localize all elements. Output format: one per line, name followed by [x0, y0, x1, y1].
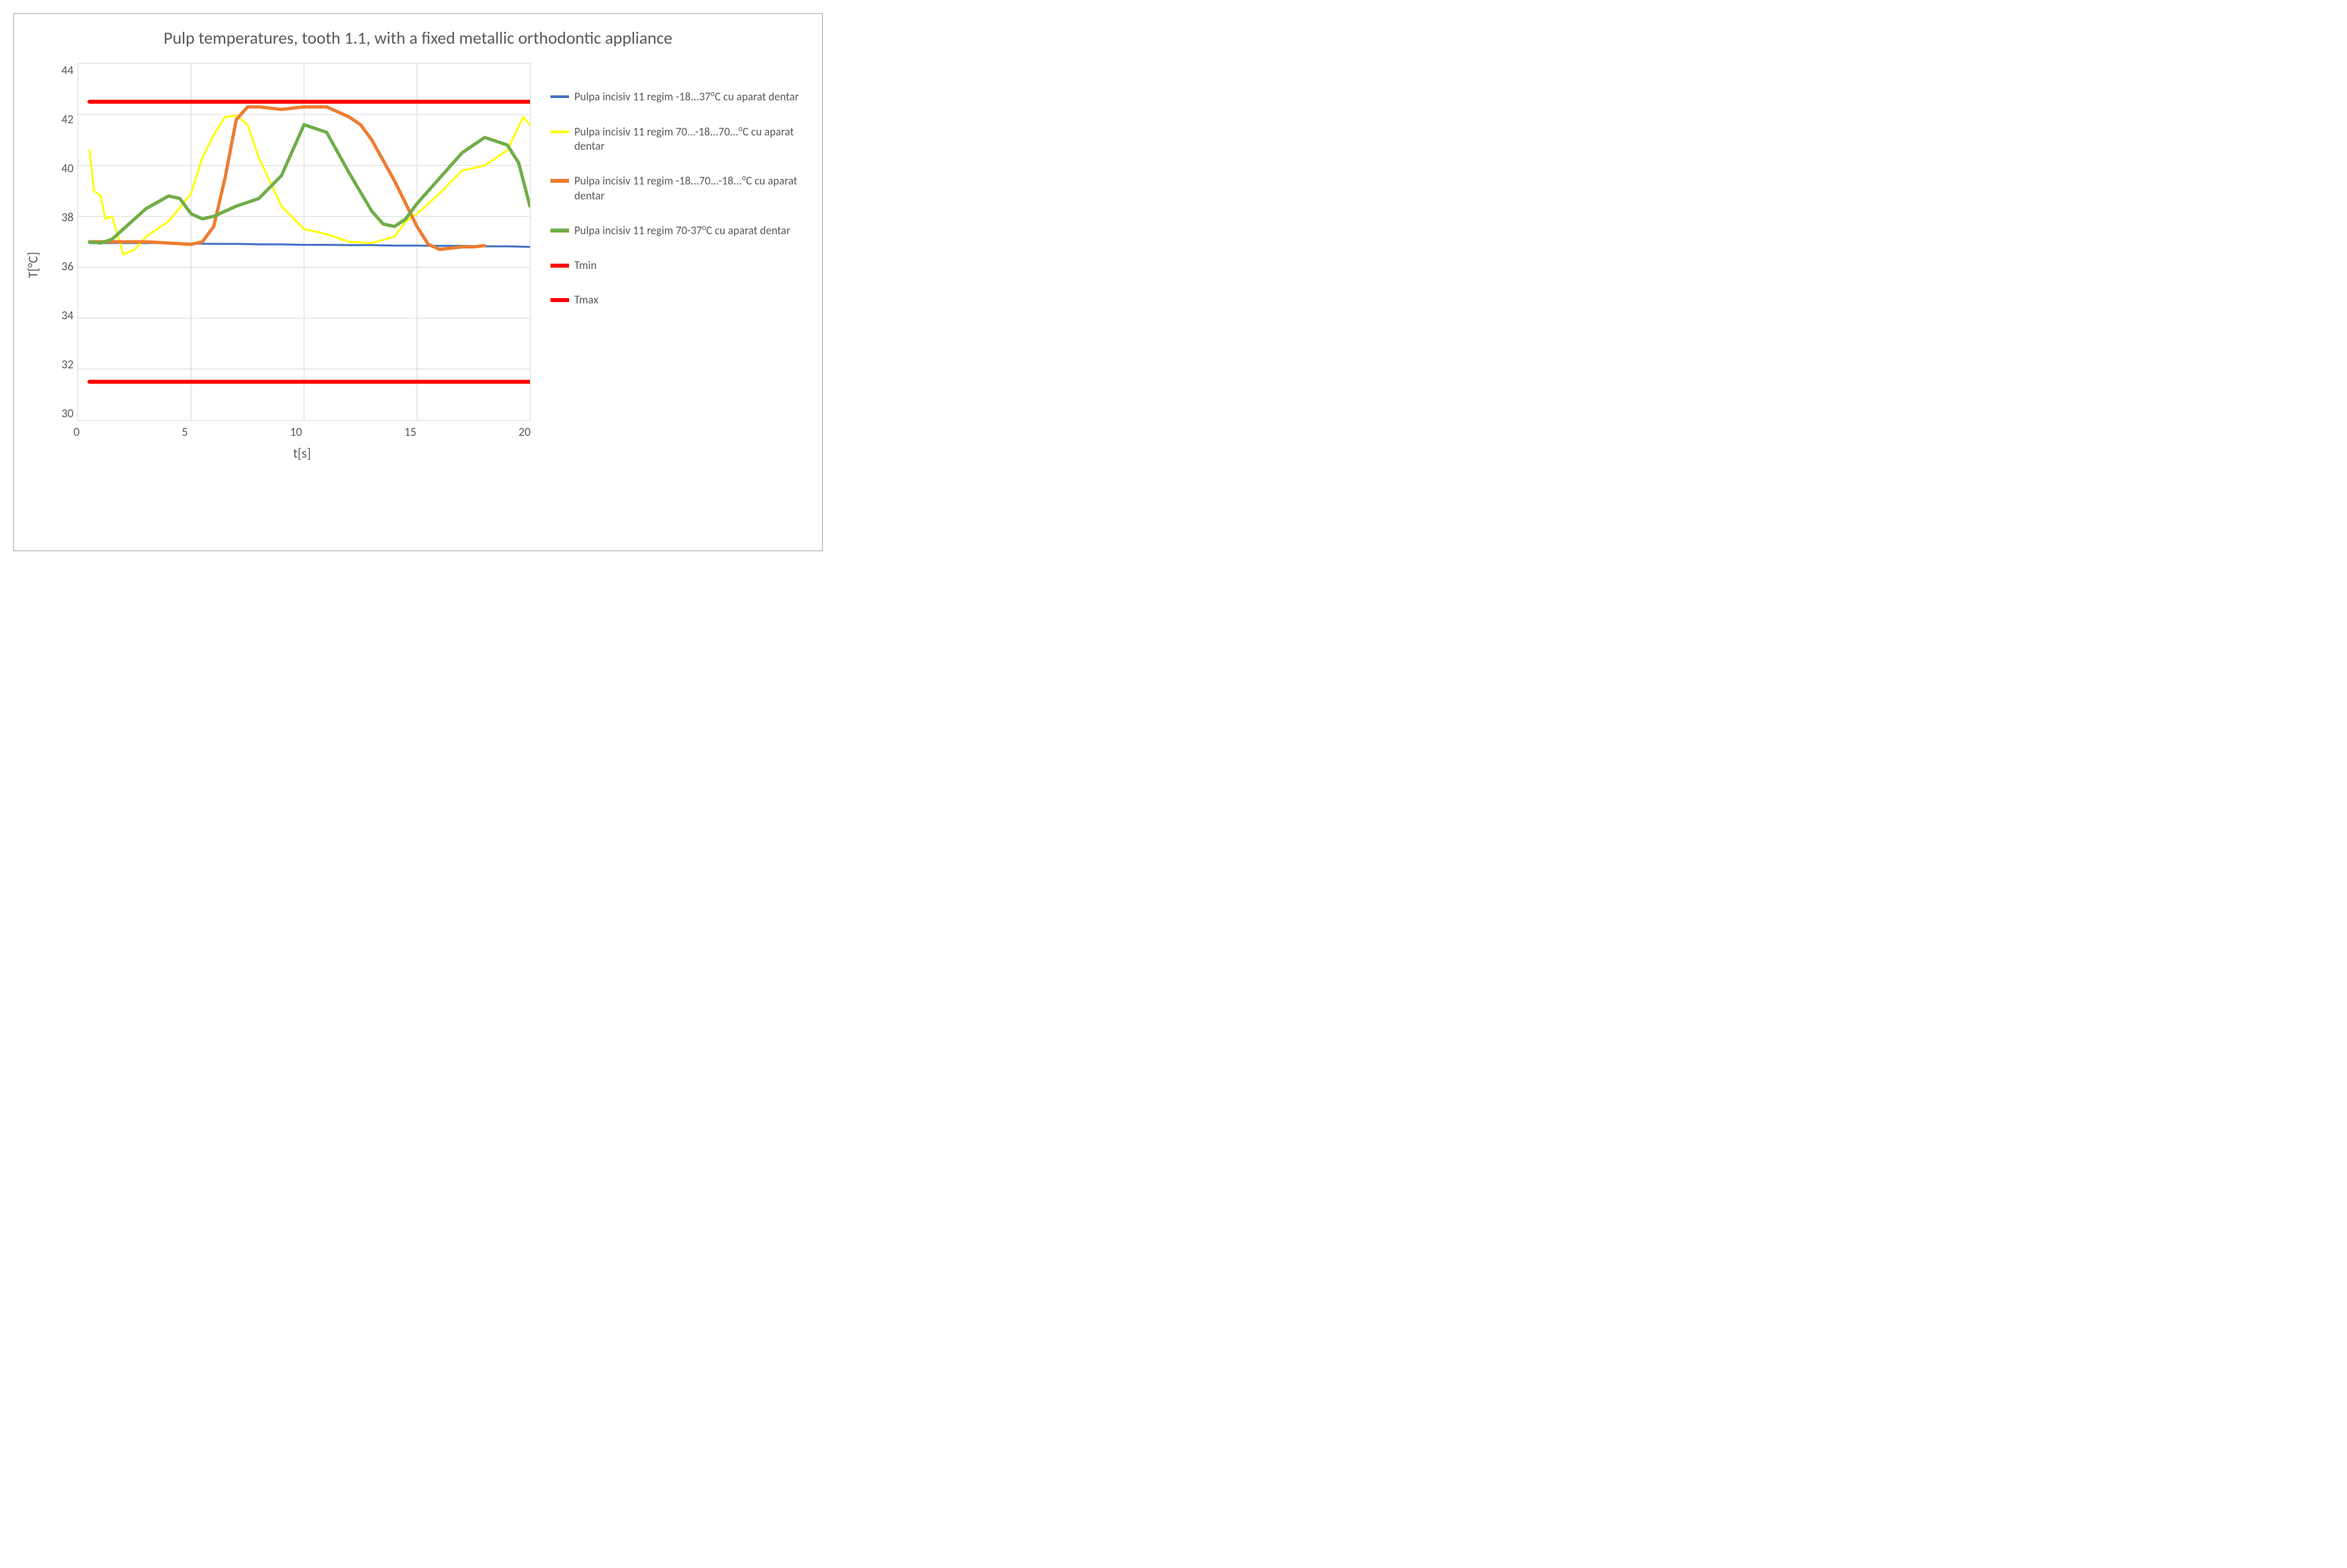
legend-item: Pulpa incisiv 11 regim 70-37oC cu aparat… — [550, 223, 809, 238]
chart-body: T[°C] 44 42 40 38 36 34 32 30 0 5 10 15 20 t[s] Pul… — [21, 63, 815, 467]
chart-title: Pulp temperatures, tooth 1.1, with a fix… — [47, 27, 789, 50]
plot-row: 44 42 40 38 36 34 32 30 — [47, 63, 531, 421]
y-ticks: 44 42 40 38 36 34 32 30 — [47, 63, 78, 421]
plot-svg — [78, 64, 530, 420]
y-axis-label-text: T[°C] — [26, 252, 42, 278]
legend-swatch — [550, 131, 569, 133]
series-line-3 — [89, 125, 530, 243]
legend-item: Tmin — [550, 258, 809, 273]
legend-label: Pulpa incisiv 11 regim 70...-18...70...o… — [574, 125, 809, 154]
y-tick-label: 40 — [47, 161, 74, 176]
legend-label: Pulpa incisiv 11 regim -18...37oC cu apa… — [574, 89, 799, 105]
series-line-1 — [89, 116, 530, 254]
plot-column: 44 42 40 38 36 34 32 30 0 5 10 15 20 t[s] — [47, 63, 531, 467]
x-tick-label: 10 — [290, 425, 302, 439]
legend-item: Pulpa incisiv 11 regim -18...37oC cu apa… — [550, 89, 809, 105]
y-axis-label: T[°C] — [21, 63, 47, 467]
legend-swatch — [550, 95, 569, 98]
legend-item: Tmax — [550, 293, 809, 307]
y-tick-label: 32 — [47, 357, 74, 372]
y-tick-label: 38 — [47, 210, 74, 225]
plot-area — [78, 63, 531, 421]
x-tick-label: 15 — [404, 425, 416, 439]
legend-swatch — [550, 298, 569, 302]
y-tick-label: 36 — [47, 259, 74, 274]
y-tick-label: 44 — [47, 63, 74, 78]
y-tick-label: 42 — [47, 112, 74, 127]
legend-item: Pulpa incisiv 11 regim -18...70...-18...… — [550, 174, 809, 203]
series-line-2 — [89, 107, 485, 249]
legend-label: Pulpa incisiv 11 regim 70-37oC cu aparat… — [574, 223, 790, 238]
chart-container: Pulp temperatures, tooth 1.1, with a fix… — [13, 13, 823, 551]
legend: Pulpa incisiv 11 regim -18...37oC cu apa… — [531, 63, 815, 467]
x-tick-label: 5 — [182, 425, 187, 439]
x-ticks: 0 5 10 15 20 — [74, 425, 531, 439]
x-tick-label: 0 — [74, 425, 79, 439]
legend-label: Tmax — [574, 293, 598, 307]
y-tick-label: 34 — [47, 308, 74, 323]
legend-item: Pulpa incisiv 11 regim 70...-18...70...o… — [550, 125, 809, 154]
x-axis-label: t[s] — [74, 446, 531, 462]
legend-label: Tmin — [574, 258, 597, 273]
legend-swatch — [550, 229, 569, 233]
legend-label: Pulpa incisiv 11 regim -18...70...-18...… — [574, 174, 809, 203]
legend-swatch — [550, 179, 569, 183]
x-tick-label: 20 — [519, 425, 531, 439]
y-tick-label: 30 — [47, 406, 74, 421]
legend-swatch — [550, 264, 569, 268]
